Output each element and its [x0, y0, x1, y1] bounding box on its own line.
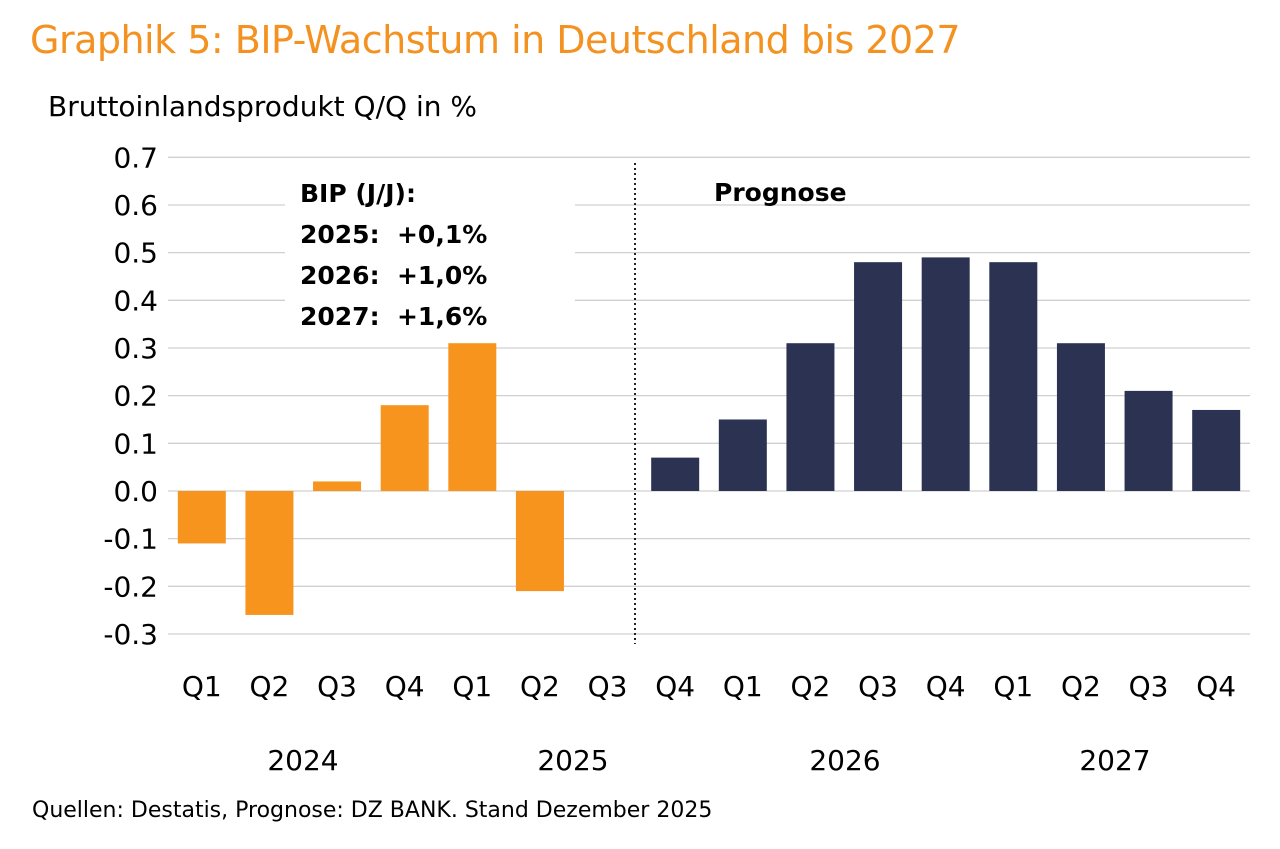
year-label: 2026: [809, 744, 880, 777]
bar: [651, 457, 700, 491]
bar: [313, 481, 362, 491]
y-tick-label: 0.6: [113, 189, 158, 222]
y-tick-label: -0.2: [103, 570, 158, 603]
bar: [1192, 409, 1241, 491]
x-tick-label: Q3: [858, 670, 898, 703]
y-axis-label: Bruttoinlandsprodukt Q/Q in %: [48, 90, 477, 123]
y-tick-label: 0.5: [113, 237, 158, 270]
x-tick-label: Q2: [791, 670, 831, 703]
source-note: Quellen: Destatis, Prognose: DZ BANK. St…: [32, 798, 713, 823]
x-tick-label: Q1: [993, 670, 1033, 703]
x-tick-label: Q3: [588, 670, 628, 703]
yoy-annotation: 2026: +1,0%: [300, 261, 487, 290]
chart-title: Graphik 5: BIP-Wachstum in Deutschland b…: [30, 18, 961, 62]
y-tick-label: 0.1: [113, 427, 158, 460]
y-tick-label: 0.0: [113, 475, 158, 508]
x-tick-label: Q2: [250, 670, 290, 703]
forecast-label: Prognose: [714, 178, 847, 207]
y-tick-label: 0.3: [113, 332, 158, 365]
x-tick-label: Q1: [182, 670, 222, 703]
x-tick-label: Q2: [1061, 670, 1101, 703]
y-tick-label: 0.4: [113, 284, 158, 317]
bar: [921, 257, 970, 491]
year-label: 2027: [1079, 744, 1150, 777]
bar: [1056, 343, 1105, 491]
year-label: 2024: [267, 744, 338, 777]
bar: [177, 490, 226, 544]
x-tick-label: Q3: [317, 670, 357, 703]
y-tick-label: 0.2: [113, 380, 158, 413]
bar: [786, 343, 835, 491]
bar: [1124, 390, 1173, 491]
x-tick-label: Q4: [926, 670, 966, 703]
y-tick-label: -0.3: [103, 618, 158, 651]
bar: [380, 405, 429, 491]
y-tick-label: 0.7: [113, 141, 158, 174]
x-tick-label: Q1: [723, 670, 763, 703]
year-label: 2025: [537, 744, 608, 777]
x-tick-label: Q4: [655, 670, 695, 703]
x-tick-label: Q1: [452, 670, 492, 703]
bar: [245, 490, 294, 615]
y-tick-label: -0.1: [103, 523, 158, 556]
x-tick-label: Q2: [520, 670, 560, 703]
bar: [854, 262, 903, 491]
bar: [718, 419, 767, 491]
annotation-background: [285, 165, 575, 335]
bar: [989, 262, 1038, 491]
bar: [515, 490, 564, 592]
x-tick-label: Q4: [1196, 670, 1236, 703]
x-tick-label: Q3: [1129, 670, 1169, 703]
x-tick-label: Q4: [385, 670, 425, 703]
yoy-annotation: 2027: +1,6%: [300, 302, 487, 331]
yoy-annotation: 2025: +0,1%: [300, 220, 487, 249]
yoy-annotation: BIP (J/J):: [300, 179, 416, 208]
bar: [448, 343, 497, 491]
